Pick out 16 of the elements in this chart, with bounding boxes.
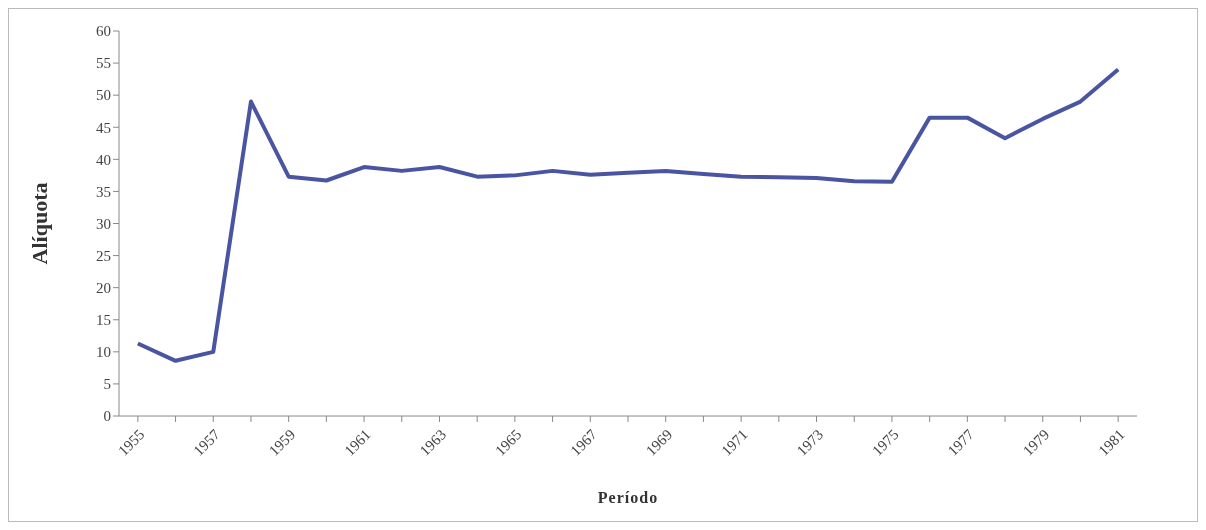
line-series xyxy=(135,67,1121,363)
y-tick-label: 60 xyxy=(96,23,111,40)
y-axis-title: Alíquota xyxy=(26,182,52,265)
y-tick-label: 15 xyxy=(96,312,111,329)
y-tick-label: 30 xyxy=(96,215,111,232)
y-tick-label: 10 xyxy=(96,344,111,361)
y-tick-label: 25 xyxy=(96,247,111,264)
y-tick-label: 35 xyxy=(96,183,111,200)
x-axis-title: Período xyxy=(597,489,659,506)
y-tick-label: 50 xyxy=(96,87,111,104)
y-tick-label: 5 xyxy=(103,376,111,393)
y-tick-label: 55 xyxy=(96,55,111,72)
y-tick-label: 40 xyxy=(96,151,111,168)
y-tick-label: 20 xyxy=(96,279,111,296)
y-tick-label: 45 xyxy=(96,119,111,136)
y-tick-label: 0 xyxy=(103,408,111,425)
